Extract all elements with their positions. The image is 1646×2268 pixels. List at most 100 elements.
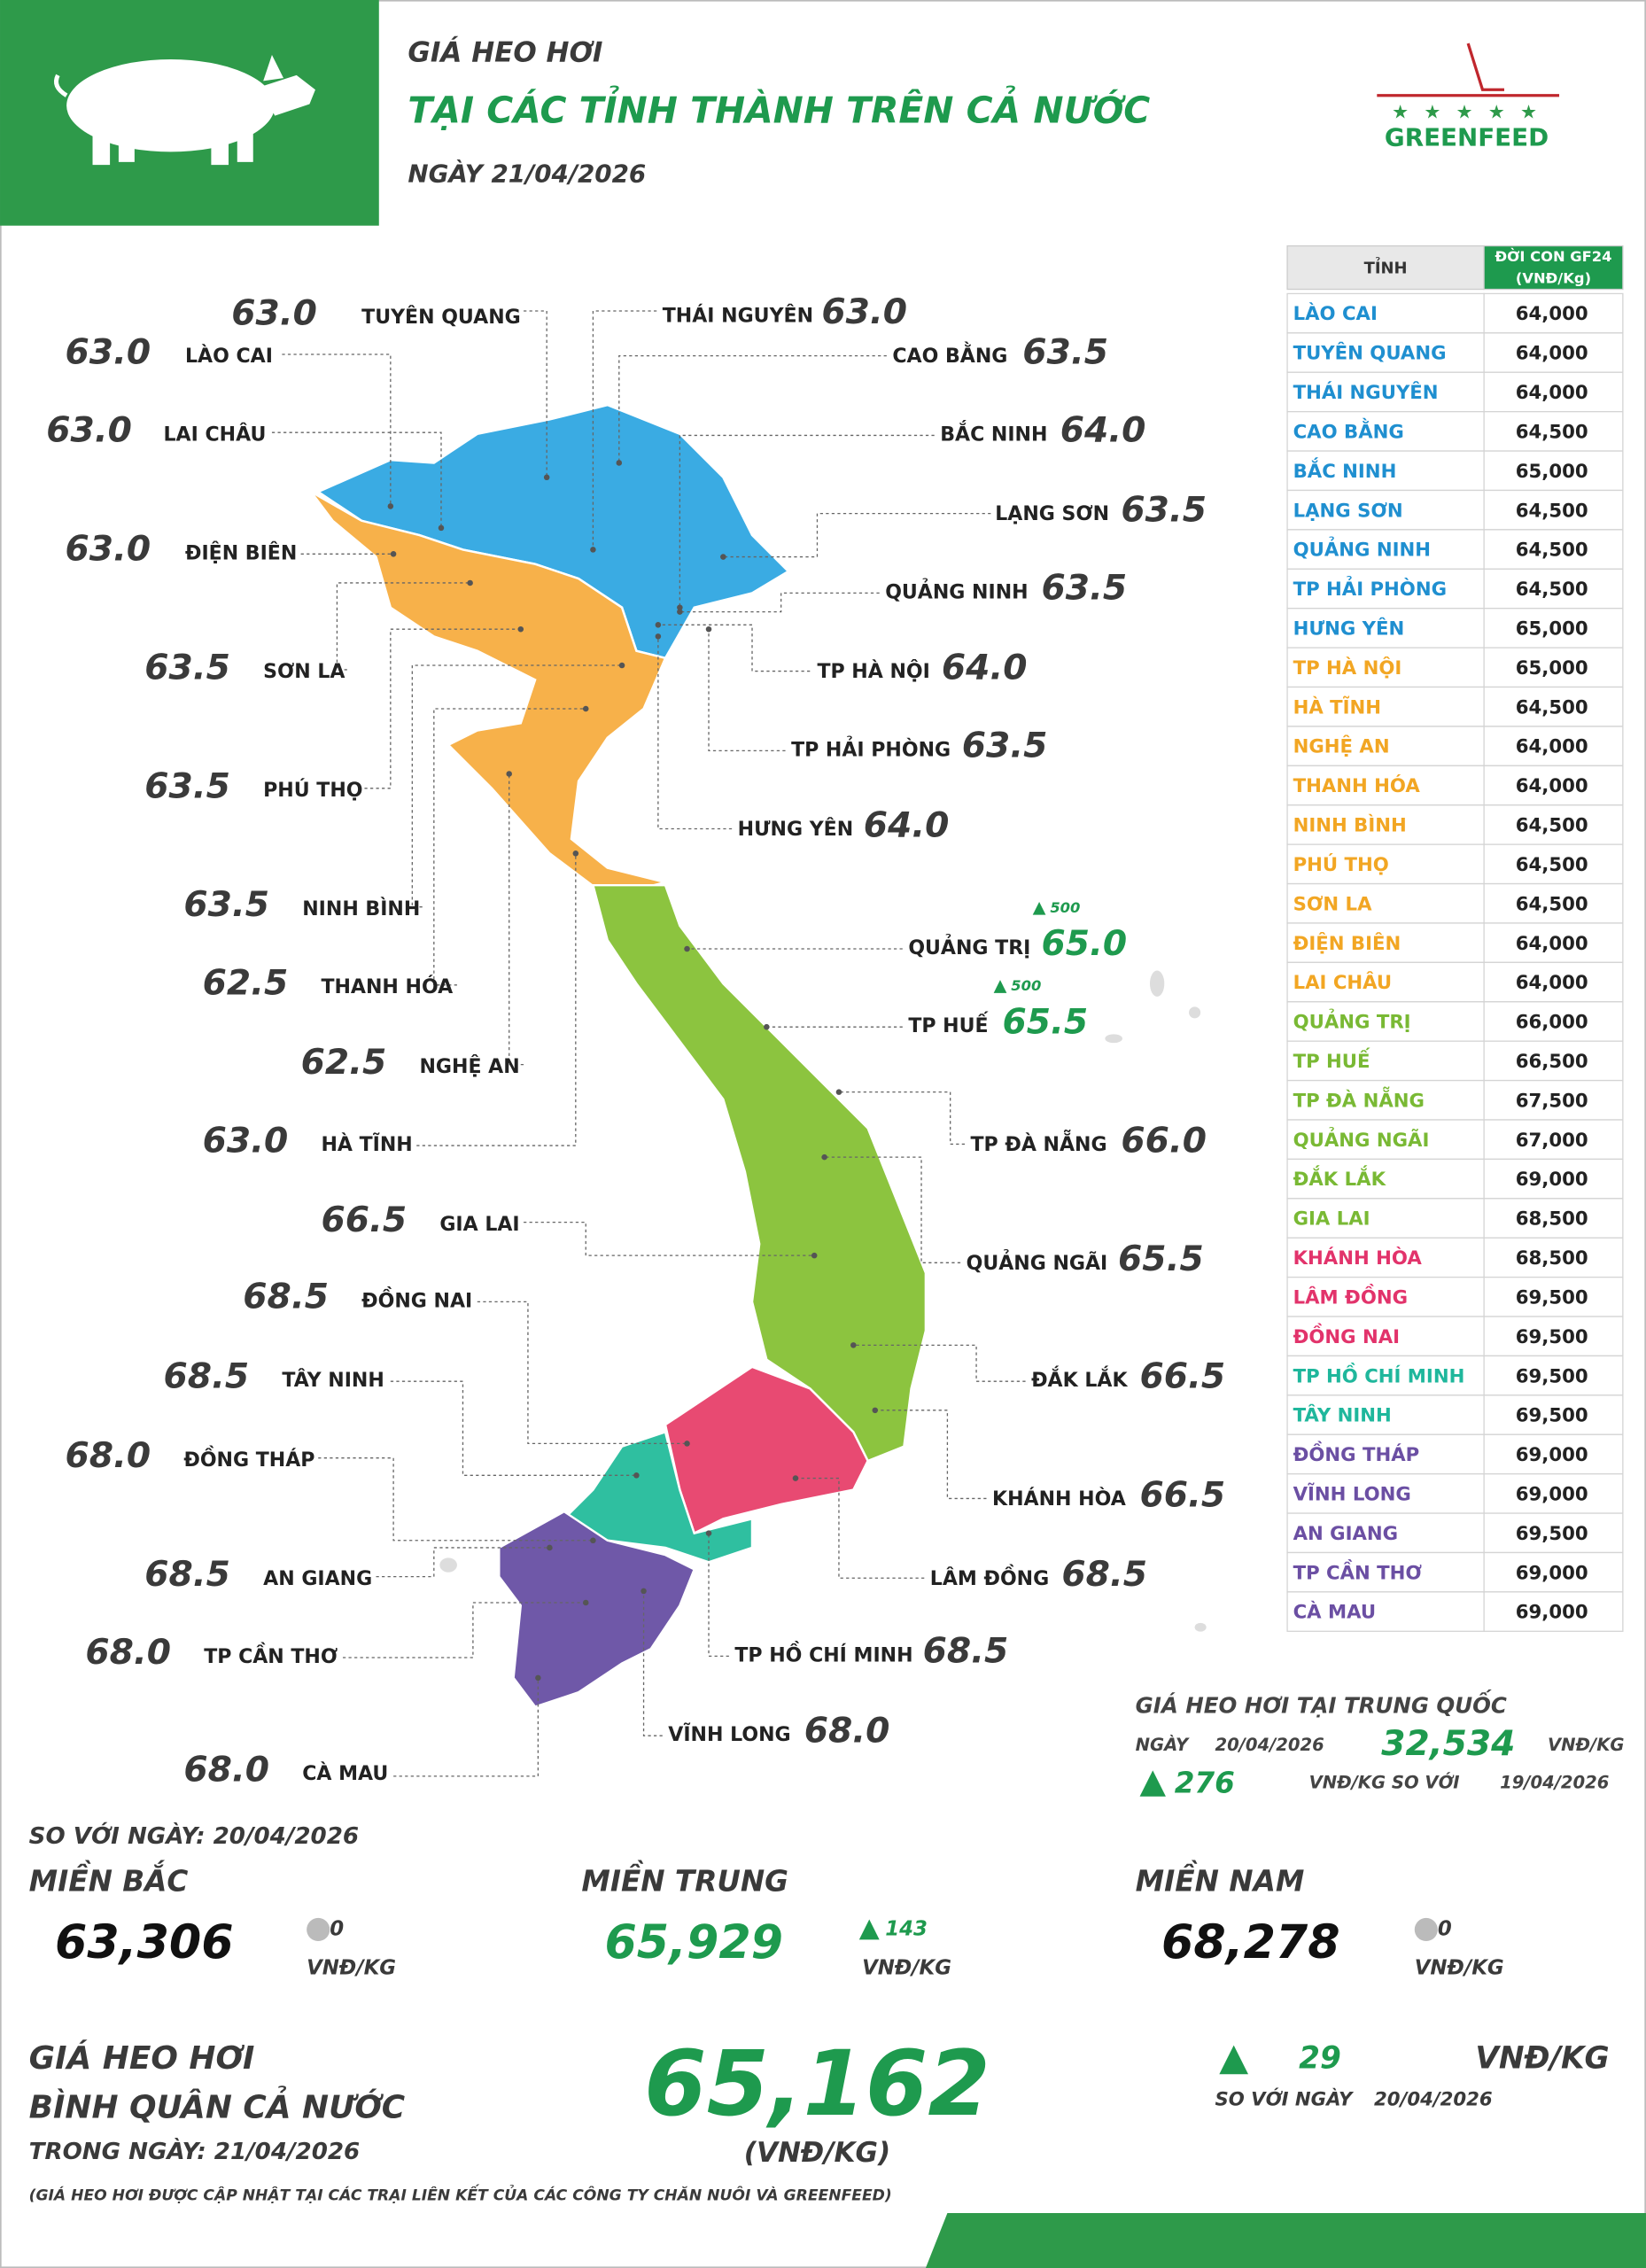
province-name: VĨNH LONG	[668, 1723, 790, 1746]
table-cell	[1483, 1198, 1624, 1239]
table-cell	[1483, 922, 1624, 964]
row-price: 64,000	[1516, 775, 1588, 797]
row-province: TP HÀ NỘI	[1293, 656, 1402, 680]
row-price: 64,000	[1516, 343, 1588, 365]
national-compare: SO VỚI NGÀY	[1215, 2088, 1355, 2111]
row-price: 64,500	[1516, 421, 1588, 443]
row-price: 69,000	[1516, 1562, 1588, 1584]
province-value: 66.0	[1121, 1121, 1207, 1161]
map-labels: TUYÊN QUANG 63.0 LÀO CAI 63.0 LAI CHÂU 63.0 ĐI…	[46, 292, 1225, 1790]
leader-dot	[835, 1089, 842, 1095]
row-price: 67,000	[1516, 1130, 1588, 1152]
leader-line	[376, 1547, 550, 1578]
province-value: 66.5	[1140, 1356, 1226, 1396]
leader-dot	[438, 524, 445, 532]
province-value: 63.5	[144, 648, 230, 687]
regions-compare: SO VỚI NGÀY: 20/04/2026	[29, 1821, 359, 1850]
table-cell	[1286, 1119, 1485, 1161]
row-province: BẮC NINH	[1293, 457, 1397, 483]
row-price: 69,000	[1516, 1602, 1588, 1624]
province-name: TP CẦN THƠ	[204, 1643, 338, 1668]
leader-line	[838, 1091, 965, 1146]
table-cell	[1483, 1001, 1624, 1042]
table-cell	[1286, 686, 1485, 727]
region-price: 68,278	[1161, 1916, 1340, 1969]
table-cell	[1483, 1158, 1624, 1200]
national-compare-date: 20/04/2026	[1374, 2089, 1493, 2111]
table-header: (VNĐ/Kg)	[1516, 270, 1591, 287]
no-change-dot	[307, 1917, 330, 1942]
region-name: MIỀN BẮC	[29, 1861, 189, 1899]
leader-line	[853, 1344, 1026, 1382]
table-cell	[1286, 568, 1485, 610]
province-name: PHÚ THỌ	[263, 779, 362, 802]
table-cell	[1483, 804, 1624, 845]
leader-line	[509, 773, 524, 1066]
national-date: TRONG NGÀY: 21/04/2026	[29, 2137, 361, 2165]
footnote: (GIÁ HEO HƠI ĐƯỢC CẬP NHẬT TẠI CÁC TRẠI …	[29, 2183, 892, 2204]
row-price: 64,500	[1516, 696, 1588, 718]
leader-line	[657, 624, 811, 672]
province-value: 63.5	[962, 726, 1048, 766]
row-price: 68,500	[1516, 1208, 1588, 1231]
national-title: GIÁ HEO HƠI	[29, 2039, 255, 2077]
leader-dot	[616, 460, 623, 466]
province-name: TP HỒ CHÍ MINH	[734, 1641, 912, 1666]
row-price: 64,000	[1516, 382, 1588, 404]
leader-dot	[547, 1544, 553, 1551]
province-value: 68.5	[1061, 1555, 1147, 1595]
row-province: AN GIANG	[1293, 1523, 1398, 1545]
china-change-unit: VNĐ/KG SO VỚI	[1309, 1772, 1460, 1793]
leader-line	[524, 310, 547, 478]
province-value: 63.5	[1022, 332, 1108, 372]
table-cell	[1286, 1001, 1485, 1042]
province-value: 63.5	[1042, 569, 1128, 609]
table-header-bg	[1483, 245, 1624, 291]
row-province: GIA LAI	[1293, 1208, 1370, 1231]
leader-line	[618, 354, 887, 463]
leader-line	[342, 1602, 586, 1658]
table-cell	[1483, 1237, 1624, 1278]
row-province: ĐIỆN BIÊN	[1293, 931, 1401, 955]
row-province: TUYÊN QUANG	[1293, 342, 1447, 365]
row-province: LAI CHÂU	[1293, 971, 1393, 994]
row-province: TP HUẾ	[1293, 1047, 1370, 1073]
china-title: GIÁ HEO HƠI TẠI TRUNG QUỐC	[1136, 1689, 1507, 1719]
china-change: 276	[1175, 1767, 1235, 1800]
region-price: 65,929	[604, 1916, 783, 1969]
table-cell	[1286, 961, 1485, 1003]
price-table: TỈNH ĐỜI CON GF24 (VNĐ/Kg) LÀO CAI 64,000 TUY…	[1286, 245, 1624, 1632]
province-name: QUẢNG NGÃI	[967, 1250, 1108, 1275]
province-name: ĐỒNG NAI	[361, 1286, 472, 1312]
china-date: 20/04/2026	[1215, 1735, 1324, 1755]
row-price: 64,500	[1516, 500, 1588, 522]
province-value: 68.0	[85, 1633, 171, 1673]
pig-icon	[54, 55, 315, 166]
row-price: 66,500	[1516, 1051, 1588, 1073]
table-cell	[1286, 1355, 1485, 1396]
leader-dot	[467, 579, 473, 586]
province-value: 63.0	[65, 332, 151, 372]
row-price: 66,000	[1516, 1012, 1588, 1034]
leader-line	[416, 853, 577, 1146]
leader-dot	[811, 1252, 818, 1259]
china-unit: VNĐ/KG	[1548, 1735, 1624, 1755]
leader-line	[874, 1410, 987, 1500]
province-value: 64.0	[864, 805, 950, 845]
table-header: TỈNH	[1364, 258, 1408, 278]
row-price: 64,000	[1516, 933, 1588, 955]
row-price: 64,000	[1516, 736, 1588, 758]
row-price: 64,500	[1516, 854, 1588, 876]
row-province: TP CẦN THƠ	[1293, 1558, 1423, 1584]
leader-line	[723, 512, 991, 558]
table-cell	[1286, 1276, 1485, 1317]
leader-dot	[677, 609, 683, 615]
province-name: TP HÀ NỘI	[817, 659, 929, 683]
row-province: THANH HÓA	[1293, 774, 1421, 797]
row-province: KHÁNH HÒA	[1293, 1247, 1423, 1270]
up-arrow	[993, 980, 1007, 993]
row-price: 68,500	[1516, 1247, 1588, 1270]
row-province: QUẢNG NGÃI	[1293, 1127, 1430, 1152]
province-value: 65.0	[1042, 924, 1128, 964]
province-name: CÀ MAU	[302, 1762, 388, 1785]
